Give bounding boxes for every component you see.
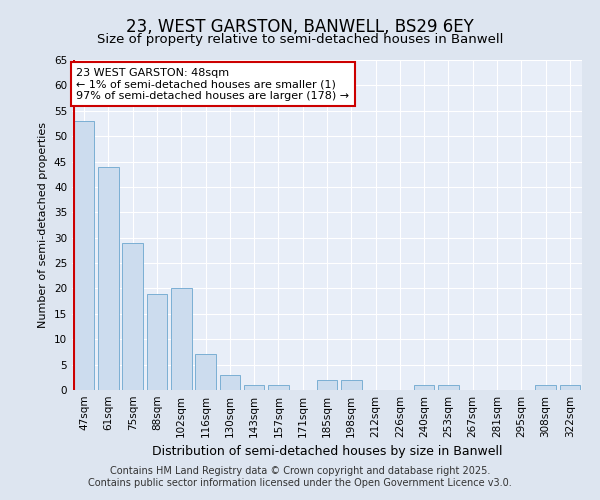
Bar xyxy=(268,385,289,390)
Bar xyxy=(98,166,119,390)
Bar xyxy=(220,375,240,390)
Bar xyxy=(414,385,434,390)
Bar xyxy=(146,294,167,390)
Bar xyxy=(74,121,94,390)
Text: 23, WEST GARSTON, BANWELL, BS29 6EY: 23, WEST GARSTON, BANWELL, BS29 6EY xyxy=(126,18,474,36)
Text: Size of property relative to semi-detached houses in Banwell: Size of property relative to semi-detach… xyxy=(97,32,503,46)
Text: 23 WEST GARSTON: 48sqm
← 1% of semi-detached houses are smaller (1)
97% of semi-: 23 WEST GARSTON: 48sqm ← 1% of semi-deta… xyxy=(76,68,349,101)
Bar xyxy=(195,354,216,390)
Bar xyxy=(317,380,337,390)
Bar xyxy=(341,380,362,390)
Bar xyxy=(560,385,580,390)
Bar xyxy=(438,385,459,390)
Text: Contains HM Land Registry data © Crown copyright and database right 2025.
Contai: Contains HM Land Registry data © Crown c… xyxy=(88,466,512,487)
Y-axis label: Number of semi-detached properties: Number of semi-detached properties xyxy=(38,122,49,328)
Bar xyxy=(122,243,143,390)
Bar xyxy=(171,288,191,390)
Bar xyxy=(244,385,265,390)
Bar xyxy=(535,385,556,390)
X-axis label: Distribution of semi-detached houses by size in Banwell: Distribution of semi-detached houses by … xyxy=(152,446,502,458)
